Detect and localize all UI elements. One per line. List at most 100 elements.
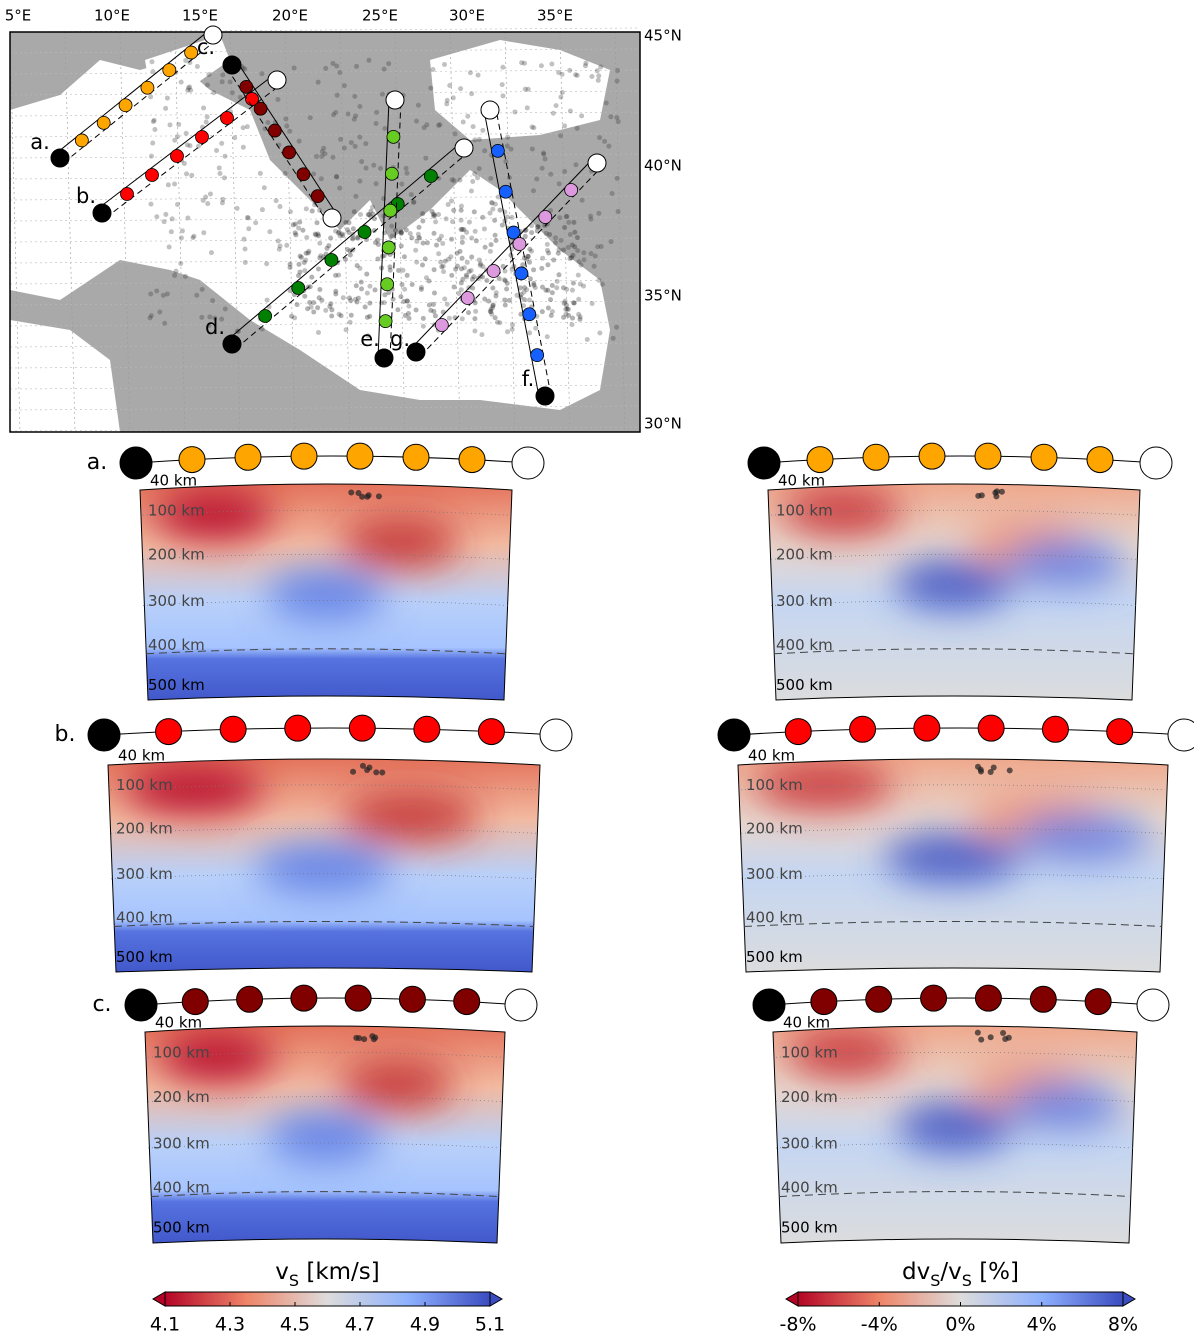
earthquake — [499, 222, 505, 228]
earthquake — [614, 115, 620, 121]
earthquake — [471, 209, 477, 215]
earthquake — [326, 243, 332, 249]
earthquake — [595, 77, 601, 83]
earthquake — [257, 170, 263, 176]
earthquake — [561, 314, 567, 320]
profile-point — [344, 984, 372, 1012]
earthquake — [203, 119, 209, 125]
earthquake — [148, 201, 154, 207]
earthquake — [232, 135, 238, 141]
earthquake — [187, 143, 193, 149]
depth-label: 400 km — [776, 636, 833, 654]
earthquake — [431, 211, 437, 217]
earthquake — [466, 219, 472, 225]
earthquake — [406, 303, 412, 309]
earthquake — [420, 218, 426, 224]
earthquake — [509, 267, 515, 273]
earthquake — [535, 224, 541, 230]
earthquake — [545, 287, 551, 293]
earthquake — [467, 70, 473, 76]
earthquake — [420, 240, 426, 246]
earthquake — [488, 306, 494, 312]
earthquake — [432, 290, 438, 296]
earthquake — [341, 145, 347, 151]
earthquake — [297, 253, 303, 259]
grid-line — [9, 48, 641, 54]
earthquake — [577, 314, 583, 320]
profile-line — [226, 68, 328, 222]
earthquake — [305, 250, 311, 256]
depth-label: 500 km — [116, 948, 173, 966]
earthquake — [149, 59, 155, 65]
profile-label: e. — [360, 327, 380, 351]
earthquake — [418, 286, 424, 292]
profile-end — [385, 90, 405, 110]
earthquake — [562, 225, 568, 231]
earthquake — [443, 216, 449, 222]
earthquake — [157, 309, 163, 315]
earthquake — [545, 305, 551, 311]
earthquake — [333, 288, 339, 294]
profile-start — [535, 386, 555, 406]
profile-end — [322, 208, 342, 228]
profile-point — [253, 101, 268, 116]
earthquake — [364, 290, 370, 296]
earthquake — [284, 123, 290, 129]
profile-point — [162, 63, 177, 78]
earthquake — [355, 295, 361, 301]
earthquake — [430, 67, 436, 73]
earthquake — [352, 93, 358, 99]
earthquake — [400, 267, 406, 273]
earthquake — [548, 171, 554, 177]
lon-label: 5°E — [5, 7, 32, 25]
earthquake — [303, 206, 309, 212]
earthquake — [978, 1036, 985, 1043]
earthquake — [387, 267, 393, 273]
earthquake — [430, 301, 436, 307]
section-outline — [139, 483, 513, 701]
section: 40 km 100 km 200 km 300 km 400 km 500 km — [717, 714, 1194, 973]
earthquake — [183, 130, 189, 136]
earthquake — [577, 281, 583, 287]
earthquake — [185, 87, 191, 93]
earthquake — [508, 252, 514, 258]
profile-point — [810, 988, 838, 1016]
depth-label: 100 km — [148, 502, 205, 520]
earthquake — [150, 140, 156, 146]
depth-label: 400 km — [153, 1179, 210, 1197]
earthquake — [424, 122, 430, 128]
earthquake — [504, 280, 510, 286]
earthquake — [333, 110, 339, 116]
earthquake — [361, 1036, 368, 1043]
earthquake — [531, 282, 537, 288]
earthquake — [316, 295, 322, 301]
earthquake — [566, 219, 572, 225]
anomaly — [782, 485, 902, 537]
earthquake — [355, 235, 361, 241]
earthquake — [242, 246, 248, 252]
earthquake — [163, 105, 169, 111]
earthquake — [451, 178, 457, 184]
earthquake — [336, 229, 342, 235]
earthquake — [160, 292, 166, 298]
earthquake — [573, 162, 579, 168]
earthquake — [486, 298, 492, 304]
earthquake — [549, 290, 555, 296]
depth-label: 200 km — [781, 1088, 838, 1106]
earthquake — [452, 131, 458, 137]
earthquake — [323, 65, 329, 71]
earthquake — [469, 254, 475, 260]
earthquake — [449, 236, 455, 242]
depth-line — [142, 553, 510, 560]
earthquake — [348, 489, 355, 496]
earthquake — [264, 297, 270, 303]
earthquake — [458, 207, 464, 213]
earthquake — [554, 285, 560, 291]
earthquake — [334, 174, 340, 180]
grid-line — [9, 31, 21, 433]
earthquake — [596, 210, 602, 216]
earthquake — [569, 322, 575, 328]
profile-label: c. — [197, 35, 215, 59]
earthquake — [548, 312, 554, 318]
earthquake — [366, 212, 372, 218]
